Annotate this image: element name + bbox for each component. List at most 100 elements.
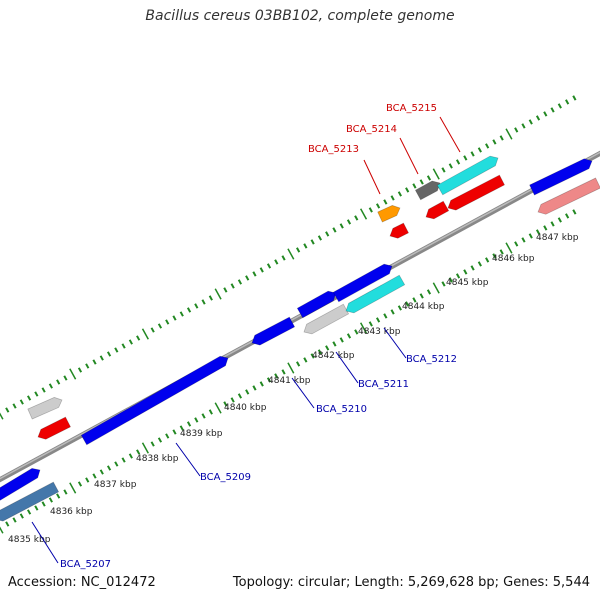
inner-tick: [48, 497, 53, 503]
inner-tick: [0, 526, 4, 534]
outer-tick: [259, 267, 264, 273]
feature-arrow: [80, 355, 229, 446]
outer-tick: [339, 223, 344, 229]
outer-tick: [201, 299, 206, 305]
feature-arrow: [296, 290, 337, 319]
inner-tick: [179, 425, 184, 431]
inner-tick: [150, 441, 155, 447]
outer-tick: [346, 219, 352, 225]
gene-label: BCA_5211: [358, 379, 409, 390]
inner-tick: [376, 317, 381, 323]
outer-tick: [136, 335, 141, 341]
outer-tick: [376, 203, 381, 209]
outer-tick: [296, 247, 301, 253]
feature-arrow: [251, 316, 296, 346]
inner-tick: [5, 521, 10, 527]
inner-tick: [426, 289, 432, 295]
feature-arrow: [414, 180, 441, 201]
outer-tick: [19, 399, 24, 405]
outer-tick: [172, 315, 177, 321]
gene-labels-layer: BCA_5213 BCA_5214 BCA_5215 BCA_5207 BCA_5209…: [31, 103, 461, 570]
outer-tick: [514, 127, 519, 133]
outer-tick: [477, 147, 482, 153]
outer-tick: [354, 215, 359, 221]
outer-tick: [237, 279, 243, 285]
gene-label: BCA_5213: [308, 144, 359, 155]
outer-tick: [419, 179, 424, 185]
outer-tick-ring: [0, 95, 577, 420]
feature-arrow: [436, 155, 499, 196]
outer-tick: [485, 143, 490, 149]
outer-tick: [106, 351, 112, 357]
inner-tick: [141, 442, 149, 454]
feature-arrow: [389, 222, 409, 239]
inner-tick: [521, 237, 526, 243]
inner-tick-ring: [0, 209, 577, 534]
outer-tick: [405, 187, 410, 193]
outer-tick: [470, 151, 475, 157]
feature-arrow: [37, 416, 71, 440]
outer-tick: [121, 343, 126, 349]
feature-arrow: [447, 174, 505, 211]
inner-tick: [194, 417, 199, 423]
outer-tick: [194, 303, 199, 309]
inner-tick: [114, 461, 119, 467]
inner-tick: [214, 402, 222, 414]
outer-tick: [359, 208, 368, 220]
outer-tick: [368, 207, 373, 213]
inner-tick: [121, 457, 126, 463]
features-layer: [0, 155, 600, 522]
inner-tick: [92, 473, 97, 479]
tick-label: 4837 kbp: [94, 480, 137, 490]
outer-tick: [208, 295, 213, 301]
inner-tick: [252, 385, 257, 391]
outer-tick: [12, 403, 17, 409]
feature-arrow: [345, 274, 406, 314]
gene-leader-line: [399, 137, 419, 175]
inner-tick: [419, 293, 424, 299]
tick-label: 4840 kbp: [224, 403, 267, 413]
inner-tick: [455, 273, 461, 279]
inner-tick: [19, 513, 24, 519]
outer-tick: [412, 183, 417, 189]
outer-tick: [63, 375, 68, 381]
tick-label: 4836 kbp: [50, 507, 93, 517]
outer-tick: [332, 227, 337, 233]
outer-tick: [114, 347, 119, 353]
feature-arrow: [0, 468, 41, 501]
inner-tick: [41, 501, 46, 507]
outer-tick: [550, 107, 555, 113]
outer-tick: [69, 368, 77, 380]
feature-arrow: [529, 158, 593, 196]
outer-tick: [303, 243, 308, 249]
inner-tick: [463, 269, 468, 275]
inner-tick: [287, 362, 295, 374]
inner-tick: [505, 242, 513, 254]
outer-tick: [543, 111, 548, 117]
gene-leader-line: [383, 327, 407, 359]
inner-tick: [63, 489, 68, 495]
outer-tick: [455, 159, 461, 165]
feature-arrow: [332, 263, 393, 303]
feature-arrow: [0, 481, 60, 522]
inner-tick: [528, 233, 533, 239]
outer-tick: [441, 167, 446, 173]
outer-tick: [499, 135, 504, 141]
inner-tick: [325, 345, 330, 351]
outer-tick: [245, 275, 250, 281]
tick-label: 4844 kbp: [402, 302, 445, 312]
accession-label: Accession: NC_012472: [8, 575, 156, 590]
gene-leader-line: [335, 351, 359, 384]
inner-tick: [354, 329, 359, 335]
tick-label: 4847 kbp: [536, 233, 579, 243]
outer-tick: [492, 139, 497, 145]
inner-tick: [259, 381, 264, 387]
inner-tick: [514, 241, 519, 247]
tick-label: 4841 kbp: [268, 376, 311, 386]
inner-tick: [492, 253, 497, 259]
inner-tick: [281, 369, 286, 375]
inner-tick: [172, 429, 177, 435]
inner-tick: [303, 357, 308, 363]
outer-tick: [572, 95, 577, 101]
outer-tick: [528, 119, 533, 125]
